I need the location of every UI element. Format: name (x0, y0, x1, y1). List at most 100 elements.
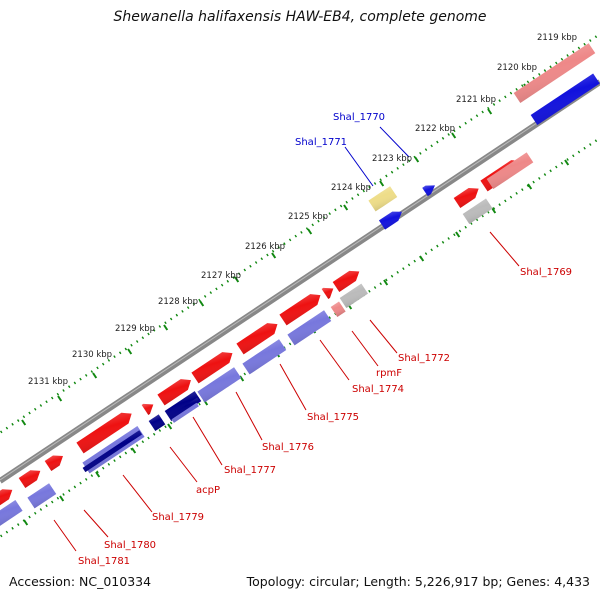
major-tick (21, 419, 27, 426)
gene-label: Shal_1777 (224, 465, 276, 476)
gene-label: Shal_1774 (352, 384, 404, 395)
kbp-label: 2121 kbp (456, 95, 496, 105)
major-tick (487, 108, 493, 115)
kbp-label: 2131 kbp (28, 377, 68, 387)
kbp-label: 2127 kbp (201, 271, 241, 281)
gene-label: Shal_1781 (78, 556, 130, 567)
leader-line (279, 363, 307, 411)
major-tick (379, 180, 385, 187)
major-tick (59, 495, 65, 502)
gene-label: acpP (196, 485, 220, 496)
leader-line (169, 446, 198, 483)
major-tick (414, 156, 420, 163)
major-tick (271, 252, 277, 259)
reverse-gene-shine (462, 198, 493, 224)
kbp-label: 2123 kbp (372, 154, 412, 164)
leader-line (83, 509, 109, 538)
rna-gene-shine (368, 186, 398, 212)
gene-label: rpmF (376, 368, 402, 379)
major-tick (92, 372, 98, 379)
kbp-label: 2126 kbp (245, 242, 285, 252)
major-tick (167, 423, 173, 430)
major-tick (23, 519, 29, 526)
gene-label: Shal_1772 (398, 353, 450, 364)
gene-label: Shal_1775 (307, 412, 359, 423)
leader-line (351, 330, 379, 367)
forward-gene-shine (332, 270, 360, 292)
gene-label: Shal_1776 (262, 442, 314, 453)
leader-line (379, 126, 410, 158)
gene-label: Shal_1769 (520, 267, 572, 278)
reverse-gene-shine (378, 211, 402, 230)
reverse-gene-shine (242, 339, 287, 375)
major-tick (57, 395, 63, 402)
major-tick (199, 300, 205, 307)
forward-gene-shine (279, 294, 321, 326)
reverse-gene-core-shine (82, 430, 143, 473)
outer-tick-ring (0, 33, 600, 435)
leader-line (369, 319, 398, 354)
leader-line (192, 416, 223, 466)
major-tick (383, 279, 389, 286)
leader-line (235, 391, 263, 441)
forward-gene-shine (330, 301, 346, 317)
forward-gene-shine (453, 188, 479, 208)
forward-gene-shine (513, 43, 596, 103)
major-tick (163, 324, 169, 331)
major-tick (564, 159, 570, 166)
major-tick (455, 231, 461, 238)
major-tick (343, 204, 349, 211)
major-tick (234, 276, 240, 283)
kbp-label: 2120 kbp (497, 63, 537, 73)
reverse-gene-shine (27, 483, 57, 509)
major-tick (95, 471, 101, 478)
leader-line (53, 519, 77, 552)
reverse-gene-shine (197, 367, 242, 403)
forward-gene-shine (0, 489, 13, 506)
label-leader-lines (53, 126, 520, 552)
gene-label: Shal_1780 (104, 540, 156, 551)
forward-gene-shine (321, 287, 334, 299)
kbp-label: 2124 kbp (331, 183, 371, 193)
forward-gene-shine (18, 470, 41, 488)
gene-label: Shal_1771 (295, 137, 347, 148)
major-tick (527, 183, 533, 190)
major-tick (419, 255, 425, 262)
gene-label: Shal_1779 (152, 512, 204, 523)
kbp-label: 2125 kbp (288, 212, 328, 222)
forward-gene-shine (76, 412, 132, 454)
reverse-gene-core-shine (168, 397, 200, 420)
major-tick (131, 447, 137, 454)
leader-line (122, 474, 153, 513)
leader-line (489, 231, 520, 267)
leader-line (344, 146, 374, 187)
kbp-label: 2119 kbp (537, 33, 577, 43)
forward-gene-shine (141, 403, 154, 415)
forward-gene-shine (44, 455, 63, 471)
forward-gene-shine (191, 352, 233, 384)
major-tick (491, 207, 497, 214)
kbp-label: 2130 kbp (72, 350, 112, 360)
reverse-gene-shine (0, 499, 23, 526)
kbp-label: 2122 kbp (415, 124, 455, 134)
major-tick (239, 375, 245, 382)
reverse-gene-shine (530, 73, 600, 125)
reverse-gene-shine (422, 185, 435, 197)
major-tick (307, 228, 313, 235)
gene-features (0, 43, 600, 526)
major-tick (451, 132, 457, 139)
inner-tick-ring (0, 137, 600, 539)
forward-gene-shine (236, 323, 278, 355)
gene-label: Shal_1770 (333, 112, 385, 123)
kbp-label: 2129 kbp (115, 324, 155, 334)
gene-labels: Shal_1770 Shal_1771 Shal_1769 Shal_1772 rpmF… (78, 112, 572, 567)
kbp-label: 2128 kbp (158, 297, 198, 307)
forward-gene-shine (157, 379, 191, 406)
kbp-labels: 2119 kbp 2120 kbp 2121 kbp 2122 kbp 2123 kbp… (28, 33, 577, 387)
genome-backbone (0, 79, 600, 484)
reverse-gene-shine (170, 400, 199, 423)
accession-text: Accession: NC_010334 (9, 574, 152, 589)
topology-summary: Topology: circular; Length: 5,226,917 bp… (246, 574, 590, 589)
